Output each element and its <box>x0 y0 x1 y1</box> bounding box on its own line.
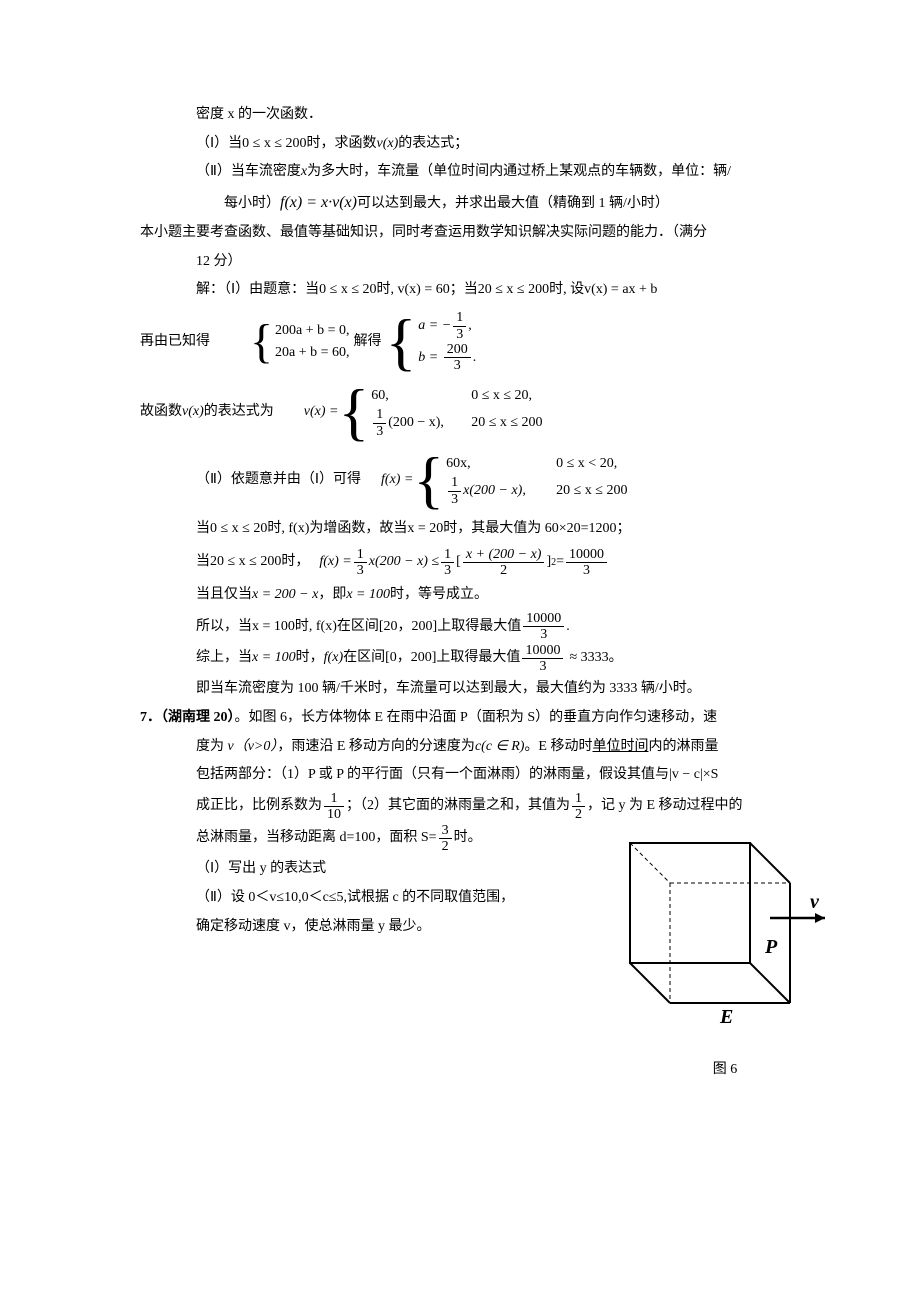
vx-expression: 故函数v(x)的表达式为 v(x) = { 60,0 ≤ x ≤ 20, 13(… <box>140 380 840 444</box>
grading-note-l2: 12 分） <box>140 249 840 276</box>
fig-label-E: E <box>719 1006 733 1028</box>
q7-label: 7．（湖南理 20） <box>140 710 235 725</box>
fig-label-v: v <box>810 891 820 913</box>
figure-6: v P E 图 6 <box>600 823 840 1084</box>
fx-expression: （Ⅱ）依题意并由（Ⅰ）可得 f(x) = { 60x,0 ≤ x < 20, 1… <box>140 448 840 512</box>
solution-1-line: 解：（Ⅰ）由题意：当0 ≤ x ≤ 20时, v(x) = 60；当20 ≤ x… <box>140 277 840 304</box>
amgm-line: 当20 ≤ x ≤ 200时， f(x) = 13 x(200 − x) ≤ 1… <box>140 547 840 579</box>
q7-line3: 包括两部分：（1）P 或 P 的平行面（只有一个面淋雨）的淋雨量，假设其值与|v… <box>140 762 840 789</box>
paragraph-density: 密度 x 的一次函数． <box>140 102 840 129</box>
equality-condition: 当且仅当x = 200 − x，即x = 100时，等号成立。 <box>140 582 840 609</box>
part-2-question-l1: （Ⅱ）当车流密度x为多大时，车流量（单位时间内通过桥上某观点的车辆数，单位：辆/ <box>140 159 840 186</box>
q7-line1: 7．（湖南理 20）。如图 6，长方体物体 E 在雨中沿面 P（面积为 S）的垂… <box>140 705 840 732</box>
system-equations: 再由已知得 { 200a + b = 0, 20a + b = 60, 解得 {… <box>140 310 840 374</box>
summary-line: 综上，当x = 100时，f(x)在区间[0，200]上取得最大值 100003… <box>140 643 840 675</box>
q7-line4: 成正比，比例系数为110；（2）其它面的淋雨量之和，其值为12，记 y 为 E … <box>140 791 840 823</box>
grading-note-l1: 本小题主要考查函数、最值等基础知识，同时考查运用数学知识解决实际问题的能力．（满… <box>140 220 840 247</box>
fig-label-P: P <box>764 936 778 958</box>
q7-line2: 度为 v（v>0），雨速沿 E 移动方向的分速度为c(c ∈ R)。E 移动时单… <box>140 734 840 761</box>
q7-part2-l2: 确定移动速度 v，使总淋雨量 y 最少。 <box>196 914 600 941</box>
part-2-question-l2: 每小时）f(x) = x·v(x)可以达到最大，并求出最大值（精确到 1 辆/小… <box>140 188 840 218</box>
so-line: 所以，当x = 100时, f(x)在区间[20，200]上取得最大值 1000… <box>140 611 840 643</box>
q7-line5: 总淋雨量，当移动距离 d=100，面积 S=32时。 <box>196 823 600 855</box>
increasing-line: 当0 ≤ x ≤ 20时, f(x)为增函数，故当x = 20时，其最大值为 6… <box>140 516 840 543</box>
q7-part1: （Ⅰ）写出 y 的表达式 <box>196 856 600 883</box>
figure-caption: 图 6 <box>610 1053 840 1084</box>
part-1-question: （Ⅰ）当0 ≤ x ≤ 200时，求函数v(x)的表达式； <box>140 131 840 158</box>
conclusion: 即当车流密度为 100 辆/千米时，车流量可以达到最大，最大值约为 3333 辆… <box>140 676 840 703</box>
q7-part2-l1: （Ⅱ）设 0＜v≤10,0＜c≤5,试根据 c 的不同取值范围， <box>196 885 600 912</box>
q7-with-figure: 总淋雨量，当移动距离 d=100，面积 S=32时。 （Ⅰ）写出 y 的表达式 … <box>140 823 840 1084</box>
